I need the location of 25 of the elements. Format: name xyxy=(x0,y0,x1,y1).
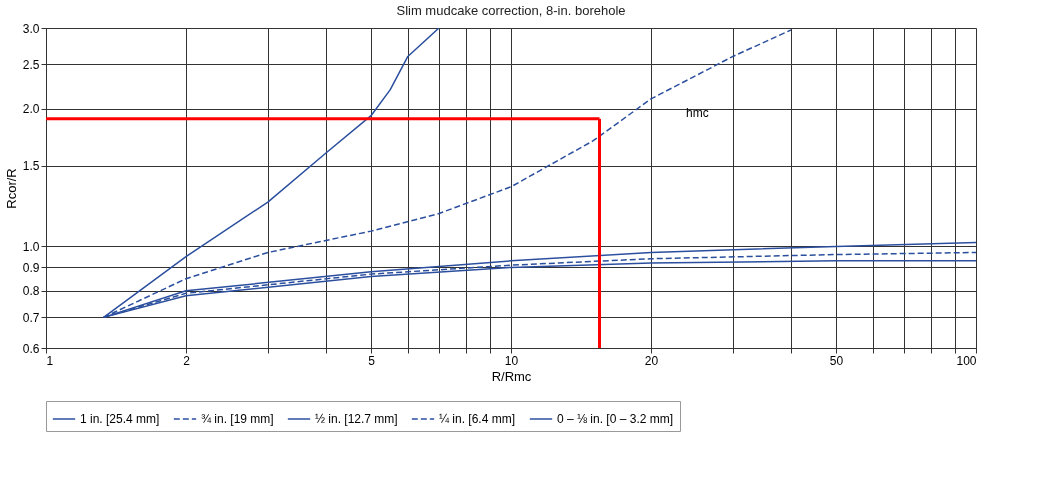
x-tick-label: 5 xyxy=(368,353,376,368)
legend-label: ¼ in. [6.4 mm] xyxy=(439,412,516,426)
y-tick-label: 0.7 xyxy=(22,310,40,325)
x-tick-label: 1 xyxy=(46,353,54,368)
y-tick-label: 0.9 xyxy=(22,260,40,275)
y-tick-label: 1.0 xyxy=(22,239,40,254)
chart-subtitle: Slim mudcake correction, 8-in. borehole xyxy=(396,3,626,18)
x-tick-label: 20 xyxy=(644,353,659,368)
x-tick-label: 100 xyxy=(956,353,977,368)
y-tick-label: 3.0 xyxy=(22,21,40,36)
y-axis-title: Rcor/R xyxy=(3,168,19,209)
x-axis-title: R/Rmc xyxy=(491,368,532,384)
y-tick-label: 2.0 xyxy=(22,102,40,117)
legend-label: 1 in. [25.4 mm] xyxy=(80,412,160,426)
legend-label: ½ in. [12.7 mm] xyxy=(315,412,398,426)
legend-label: 0 – ⅛ in. [0 – 3.2 mm] xyxy=(557,412,674,426)
annotation: hmc xyxy=(686,106,709,120)
y-tick-label: 0.6 xyxy=(22,341,40,356)
y-tick-label: 2.5 xyxy=(22,57,40,72)
legend-label: ¾ in. [19 mm] xyxy=(201,412,274,426)
x-tick-label: 10 xyxy=(504,353,519,368)
x-tick-label: 2 xyxy=(183,353,191,368)
y-tick-label: 1.5 xyxy=(22,159,40,174)
x-tick-label: 50 xyxy=(829,353,844,368)
y-tick-label: 0.8 xyxy=(22,284,40,299)
